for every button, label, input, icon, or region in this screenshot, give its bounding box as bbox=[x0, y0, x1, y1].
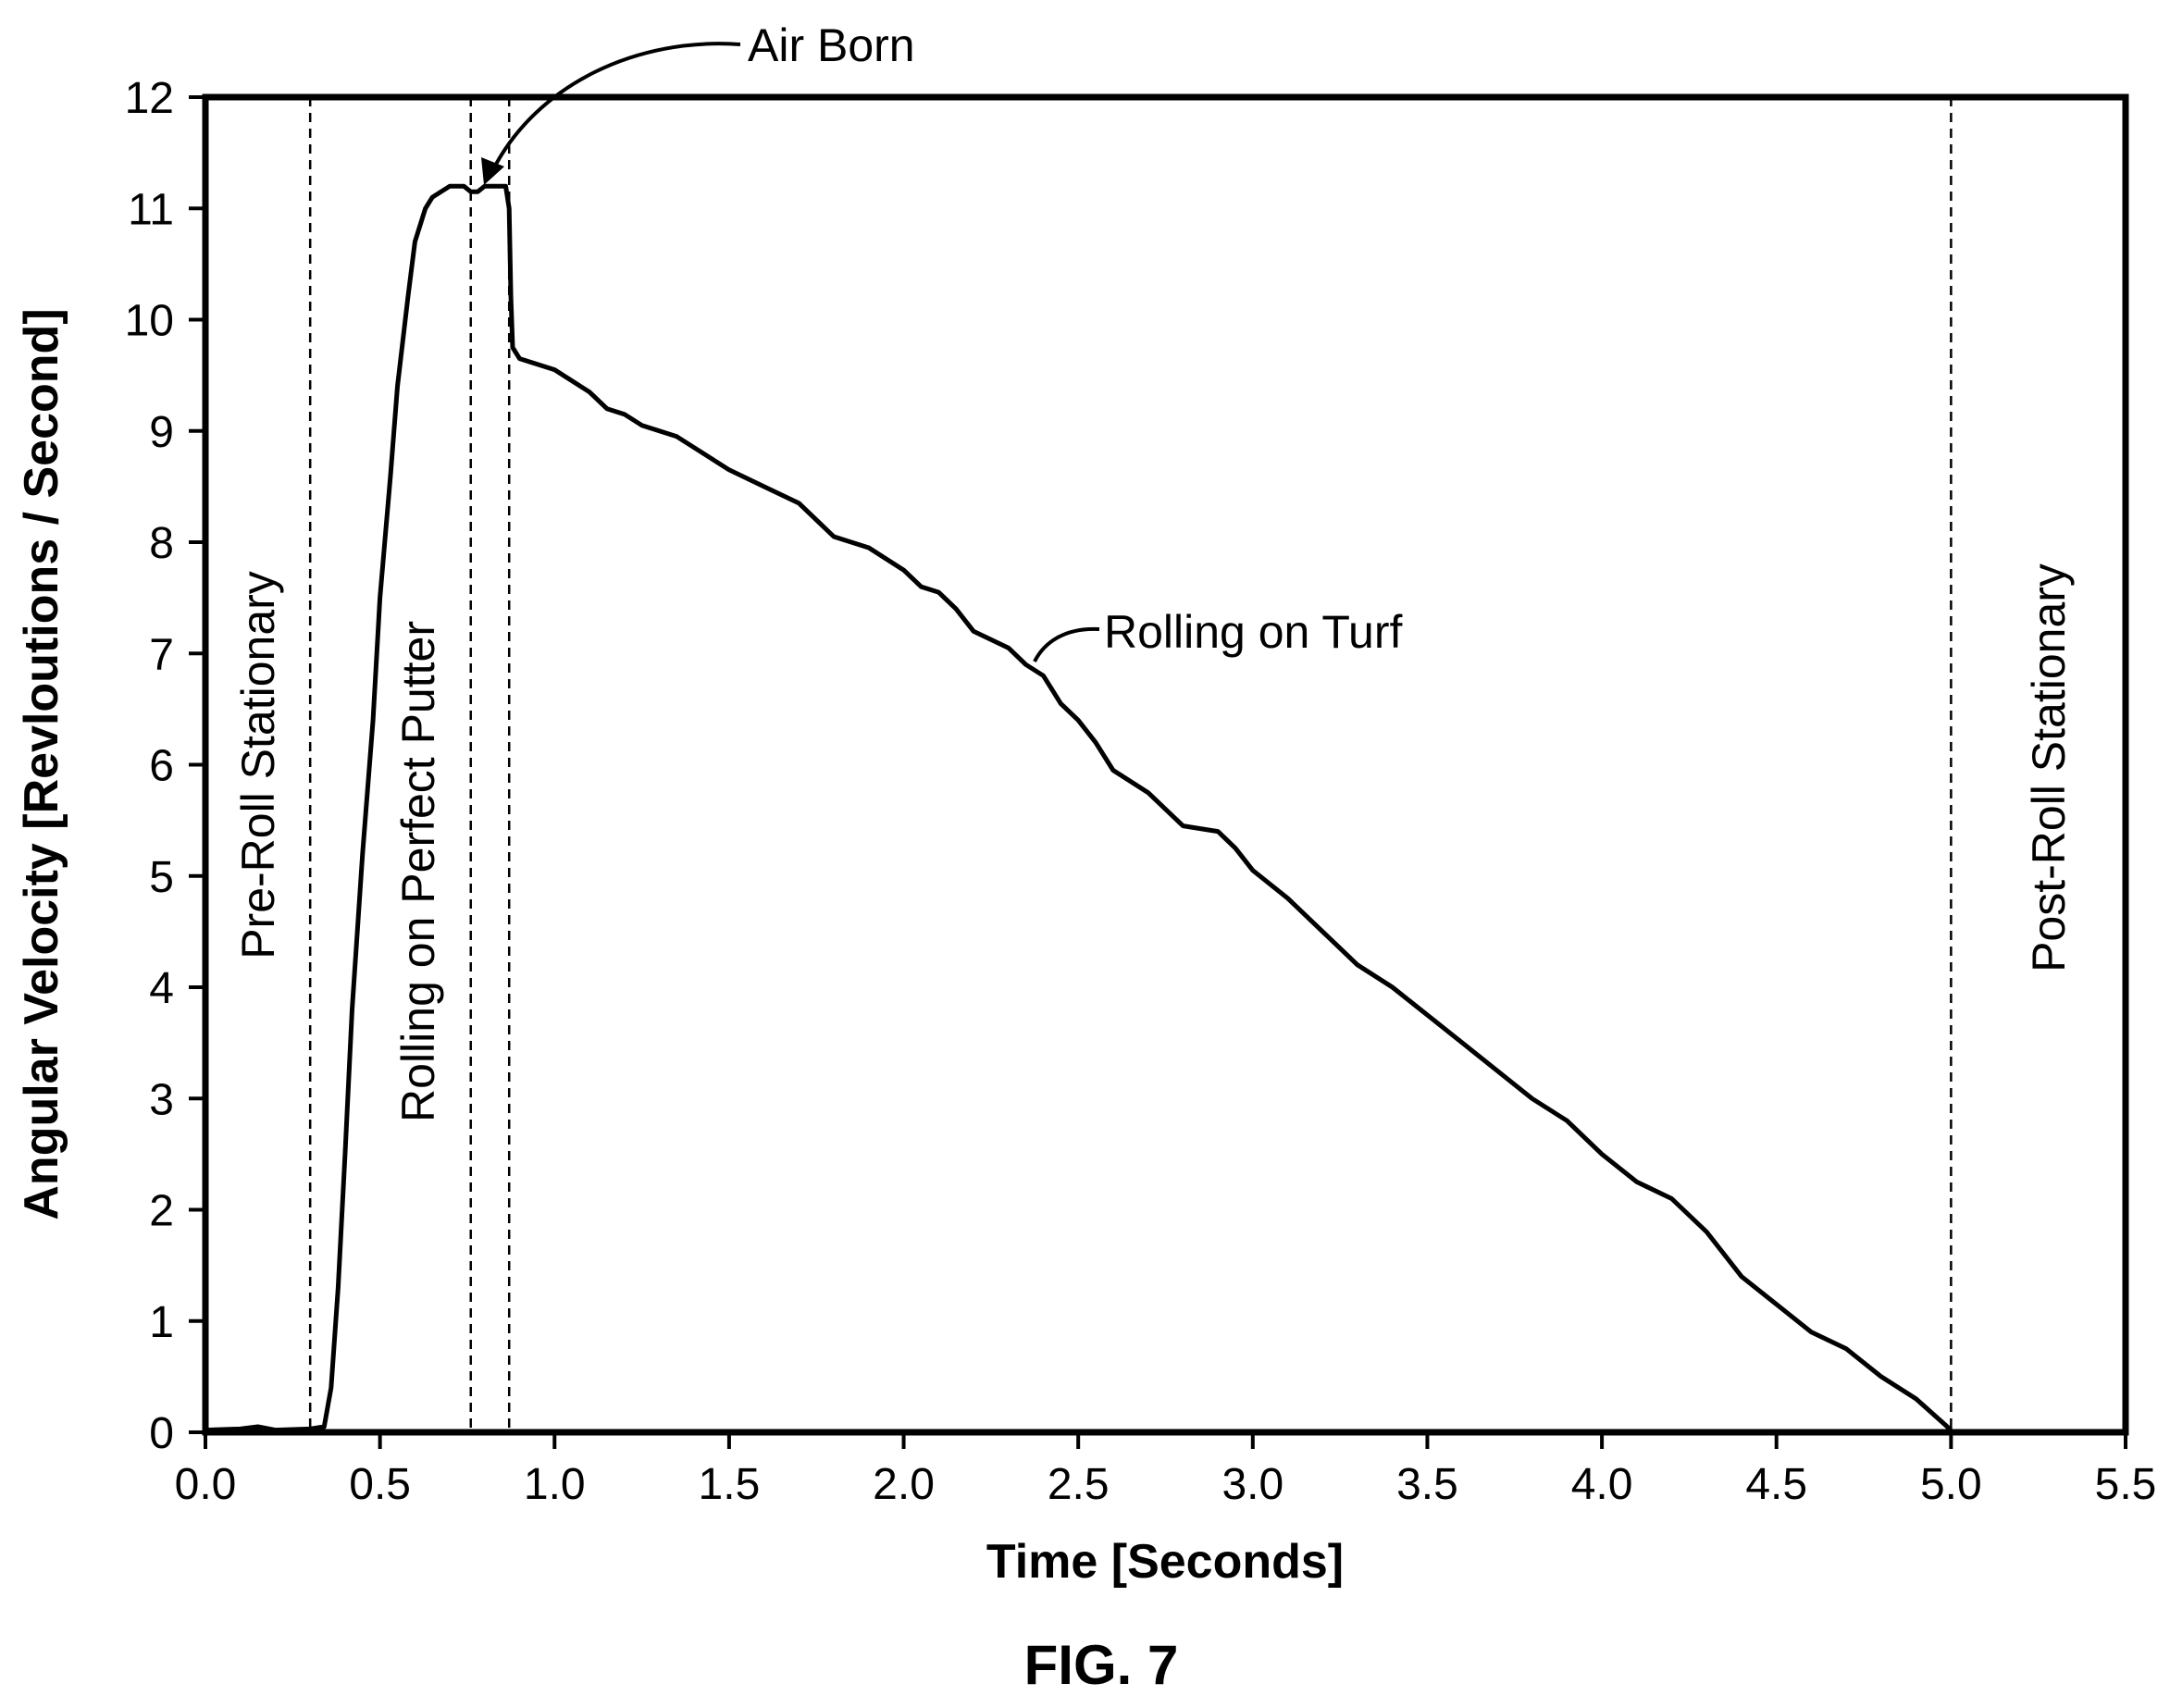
y-tick-label: 0 bbox=[149, 1409, 174, 1458]
annotation-air-born-arrow bbox=[490, 42, 741, 172]
x-tick-label: 1.0 bbox=[524, 1460, 586, 1509]
y-tick-label: 3 bbox=[149, 1075, 174, 1124]
y-tick-label: 8 bbox=[149, 519, 174, 568]
axis-ticks: 0.0 0.5 1.0 1.5 2.0 2.5 3.0 3.5 4.0 4.5 5.0 5.50123… bbox=[125, 74, 2157, 1509]
y-axis-title: Angular Velocity [Revloutions / Second] bbox=[15, 308, 68, 1219]
x-tick-label: 1.5 bbox=[699, 1460, 761, 1509]
phase-boundaries bbox=[308, 97, 1953, 1432]
y-tick-label: 1 bbox=[149, 1298, 174, 1347]
x-tick-label: 2.0 bbox=[873, 1460, 935, 1509]
x-tick-label: 3.5 bbox=[1396, 1460, 1458, 1509]
annotation-air-born-arrowhead bbox=[481, 157, 504, 185]
x-tick-label: 5.0 bbox=[1920, 1460, 1982, 1509]
y-tick-label: 4 bbox=[149, 964, 174, 1013]
x-tick-label: 4.5 bbox=[1745, 1460, 1807, 1509]
x-tick-label: 4.0 bbox=[1571, 1460, 1633, 1509]
y-tick-label: 12 bbox=[125, 74, 174, 123]
x-tick-label: 3.0 bbox=[1221, 1460, 1283, 1509]
series-group bbox=[205, 183, 1953, 1433]
annotation-air-born: Air Born bbox=[748, 19, 915, 71]
x-tick-label: 2.5 bbox=[1048, 1460, 1110, 1509]
x-tick-label: 0.5 bbox=[349, 1460, 411, 1509]
annotation-turf-leader bbox=[1033, 626, 1100, 662]
phase-label-post-roll: Post-Roll Stationary bbox=[2023, 563, 2075, 972]
y-tick-label: 2 bbox=[149, 1187, 174, 1236]
y-tick-label: 7 bbox=[149, 630, 174, 679]
y-tick-label: 11 bbox=[128, 185, 174, 234]
y-tick-label: 9 bbox=[149, 408, 174, 457]
y-tick-label: 6 bbox=[149, 742, 174, 791]
series-line bbox=[205, 183, 1953, 1433]
annotation-rolling-on-turf: Rolling on Turf bbox=[1104, 606, 1402, 658]
plot-frame bbox=[202, 93, 2129, 1436]
x-tick-label: 0.0 bbox=[175, 1460, 237, 1509]
y-tick-label: 10 bbox=[125, 297, 174, 346]
phase-label-perfect-putter: Rolling on Perfect Putter bbox=[392, 621, 444, 1122]
x-tick-label: 5.5 bbox=[2095, 1460, 2157, 1509]
y-tick-label: 5 bbox=[149, 853, 174, 902]
figure-label: FIG. 7 bbox=[1024, 1634, 1179, 1696]
phase-label-pre-roll: Pre-Roll Stationary bbox=[232, 571, 284, 959]
x-axis-title: Time [Seconds] bbox=[986, 1535, 1344, 1589]
